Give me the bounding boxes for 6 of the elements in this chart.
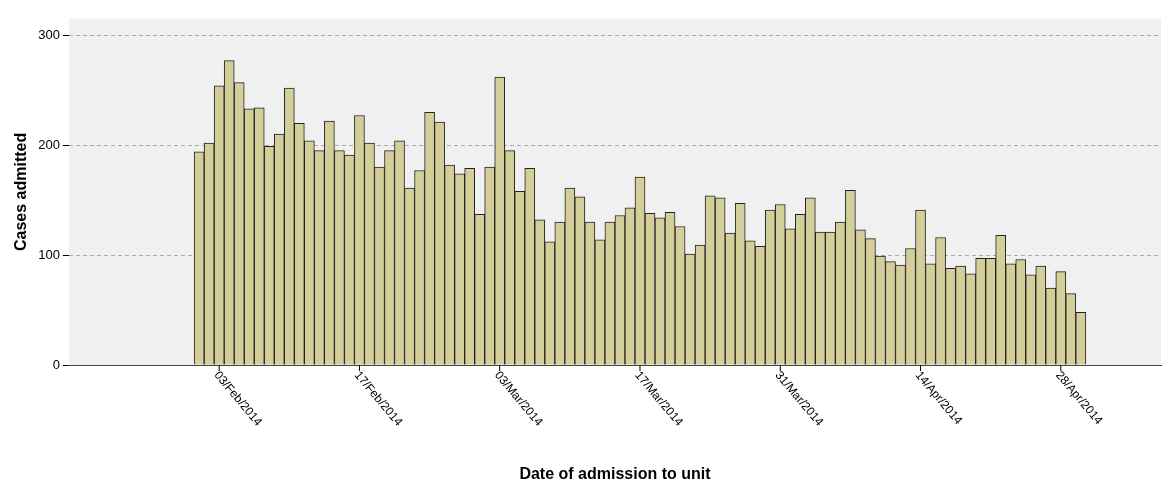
x-axis-title: Date of admission to unit bbox=[519, 465, 712, 483]
y-tick-label: 200 bbox=[38, 136, 60, 152]
y-tick-label: 100 bbox=[38, 246, 60, 262]
y-tick-label: 300 bbox=[38, 26, 60, 42]
y-tick-label: 0 bbox=[52, 356, 60, 372]
y-axis-title: Cases admitted bbox=[12, 132, 30, 252]
